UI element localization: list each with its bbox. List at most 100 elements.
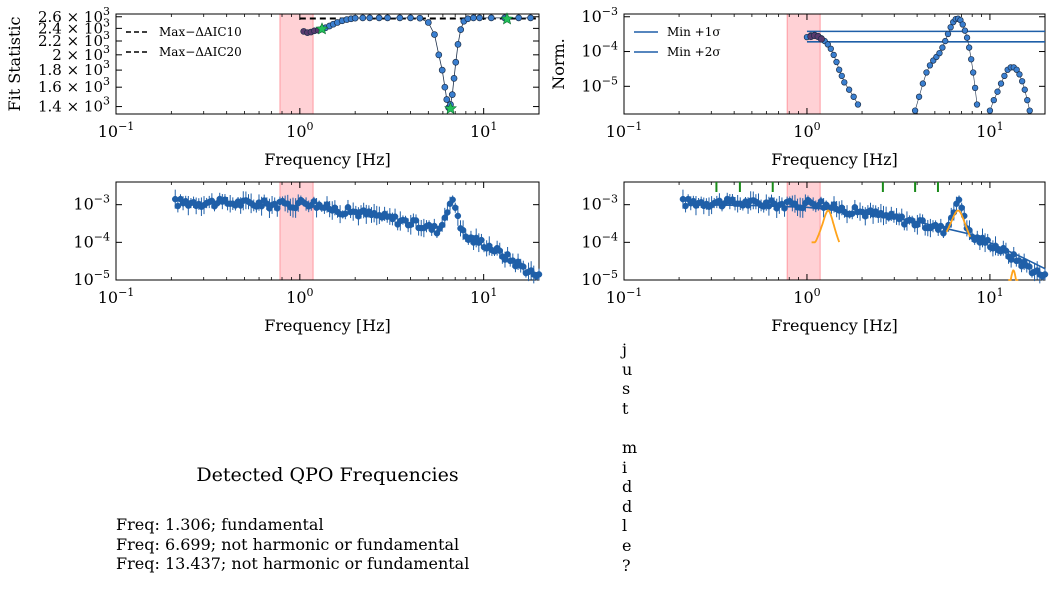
fit-point: [431, 31, 438, 38]
y-tick-label: 2 × 103: [52, 43, 110, 64]
qpo-heading: Detected QPO Frequencies: [196, 464, 459, 486]
continuum-model: [682, 203, 1046, 270]
fit-point: [515, 14, 523, 22]
y-tick-label: 10−4: [581, 230, 618, 251]
spectrum-point: [412, 217, 420, 224]
star-marker: [444, 101, 457, 115]
norm-point: [997, 80, 1005, 87]
vertical-text: j u s t m i d d l e ?: [622, 340, 637, 575]
fit-point: [441, 83, 449, 91]
fit-point: [450, 75, 458, 82]
plot-frame: [115, 13, 540, 115]
spectrum-point: [454, 212, 462, 220]
fit-point: [435, 51, 443, 59]
spectrum-point: [478, 236, 485, 244]
side-char: s: [622, 379, 631, 399]
side-char: d: [622, 477, 633, 497]
norm-point: [990, 97, 997, 104]
shaded-band: [786, 13, 821, 115]
y-tick-label: 10−3: [581, 5, 618, 26]
qpo-component: [1008, 269, 1019, 281]
side-char: t: [622, 398, 629, 418]
norm-point: [968, 56, 975, 63]
norm-point: [1024, 97, 1031, 104]
spectrum-point: [208, 197, 216, 205]
spectrum-point: [431, 222, 438, 230]
legend-label: Min +1σ: [667, 25, 721, 39]
norm-point: [947, 24, 954, 31]
y-tick-label: 1.8 × 103: [38, 58, 110, 79]
norm-point: [942, 37, 949, 45]
norm-point: [1013, 66, 1020, 73]
norm-point: [939, 44, 946, 51]
fit-point: [366, 14, 374, 22]
fit-point: [407, 14, 414, 22]
x-tick-label: 100: [286, 286, 313, 307]
side-char: ?: [622, 555, 631, 575]
norm-point: [836, 66, 843, 73]
fit-point: [487, 14, 495, 22]
plot-frame: [623, 181, 1046, 281]
norm-point: [971, 84, 979, 92]
spectrum-point: [459, 226, 467, 234]
norm-point: [850, 93, 857, 100]
y-tick-label: 10−5: [581, 268, 618, 289]
norm-point: [1016, 71, 1023, 78]
fit-point: [452, 58, 460, 66]
spectrum-point: [452, 204, 459, 211]
spectrum-point: [310, 198, 318, 205]
norm-point: [994, 88, 1001, 95]
shaded-band: [279, 13, 314, 115]
qpo-list: Freq: 1.306; fundamental Freq: 6.699; no…: [116, 515, 469, 574]
y-tick-label: 10−5: [73, 268, 110, 289]
chart-normalized: 10−1 100 101 10−5 10−4 10−3 Frequency [Hz] Norm…: [549, 5, 1046, 169]
fit-point: [527, 14, 534, 22]
y-tick-label: 2.4 × 103: [38, 16, 110, 37]
norm-point: [824, 41, 831, 48]
x-tick-label: 101: [976, 286, 1003, 307]
star-marker: [500, 12, 514, 25]
fit-point: [416, 14, 424, 22]
spectrum-point: [274, 205, 281, 212]
side-char: d: [622, 496, 633, 516]
norm-point: [963, 34, 971, 41]
spectrum-point: [496, 247, 503, 254]
x-tick-label: 10−1: [98, 120, 135, 141]
x-axis-label: Frequency [Hz]: [264, 316, 391, 335]
qpo-line: Freq: 13.437; not harmonic or fundamenta…: [116, 554, 470, 574]
spectrum-point: [958, 204, 965, 211]
fit-point: [359, 14, 367, 22]
star-marker: [315, 22, 329, 35]
x-tick-label: 10−1: [606, 120, 643, 141]
fit-point: [454, 40, 462, 48]
norm-point: [961, 27, 969, 34]
x-tick-label: 101: [470, 286, 497, 307]
norm-point: [970, 69, 977, 76]
fit-curve: [303, 17, 531, 109]
y-tick-label: 10−3: [581, 193, 618, 214]
norm-point: [915, 93, 923, 100]
norm-point: [926, 62, 934, 69]
side-char: i: [622, 457, 628, 477]
side-char: e: [622, 535, 632, 555]
y-axis-label: Norm.: [549, 38, 568, 90]
legend-label: Max−ΔAIC10: [159, 25, 242, 39]
legend-label: Max−ΔAIC20: [159, 45, 242, 59]
side-char: m: [622, 437, 638, 457]
x-axis-label: Frequency [Hz]: [771, 150, 898, 169]
side-char: l: [622, 516, 628, 536]
legend-label: Min +2σ: [667, 45, 721, 59]
spectrum-point: [535, 271, 543, 278]
spectrum-point: [391, 213, 399, 220]
chart-model-fit: 10−1 100 101 10−5 10−4 10−3 Frequency [Hz]: [581, 181, 1049, 335]
fit-point: [375, 14, 383, 22]
fit-point: [384, 14, 391, 22]
y-tick-label: 2.6 × 103: [38, 5, 110, 26]
qpo-component: [811, 209, 841, 244]
y-tick-label: 10−3: [73, 193, 110, 214]
norm-point-highlight: [817, 35, 825, 43]
fit-point: [443, 96, 451, 103]
spectrum-point: [174, 202, 182, 210]
